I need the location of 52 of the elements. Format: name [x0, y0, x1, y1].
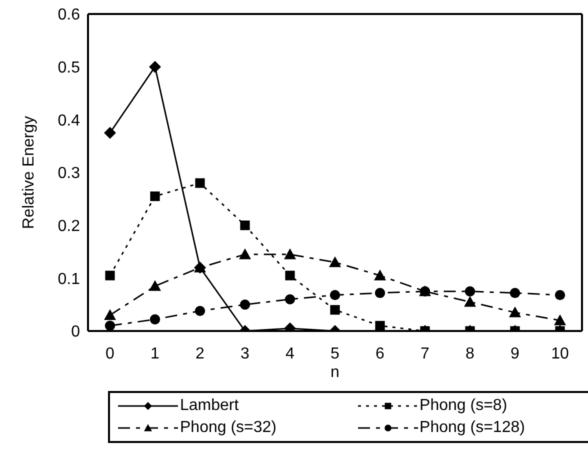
point: [149, 60, 161, 73]
x-tick-label: 4: [286, 345, 295, 362]
point: [239, 248, 251, 260]
point: [285, 270, 295, 280]
point: [104, 309, 116, 320]
point: [105, 270, 115, 280]
y-tick-label: 0.5: [58, 60, 80, 77]
x-tick-label: 10: [551, 345, 569, 362]
point: [554, 290, 566, 300]
x-tick-label: 1: [150, 345, 160, 362]
point: [284, 294, 296, 304]
x-tick-label: 5: [330, 345, 340, 362]
legend-label: Phong (s=128): [420, 419, 525, 437]
point: [464, 296, 476, 307]
point: [330, 290, 340, 300]
point: [374, 270, 386, 280]
point: [195, 178, 205, 188]
y-tick-label: 0: [71, 324, 80, 341]
point: [150, 191, 160, 202]
y-tick-label: 0.6: [58, 6, 80, 24]
y-tick-label: 0.1: [58, 270, 80, 288]
point: [194, 306, 206, 316]
x-tick-label: 3: [240, 345, 250, 362]
y-tick-label: 0.4: [58, 112, 80, 130]
x-axis-title: n: [330, 364, 340, 381]
x-tick-label: 9: [510, 345, 520, 362]
point: [329, 256, 341, 268]
point: [240, 299, 250, 310]
point: [510, 288, 520, 298]
point: [240, 220, 250, 230]
x-tick-label: 8: [466, 345, 475, 362]
x-tick-label: 0: [106, 345, 115, 362]
legend-label: Phong (s=32): [180, 419, 277, 437]
point: [509, 306, 521, 318]
x-tick-label: 7: [420, 345, 430, 362]
legend-label: Lambert: [180, 397, 239, 415]
point: [284, 248, 296, 260]
legend-label: Phong (s=8): [420, 397, 508, 415]
y-tick-label: 0.2: [58, 218, 80, 236]
point: [464, 286, 476, 296]
point: [104, 320, 116, 331]
point: [374, 288, 386, 298]
point: [375, 320, 385, 331]
y-axis-title: Relative Energy: [20, 116, 38, 229]
x-tick-label: 6: [376, 345, 385, 362]
point: [150, 314, 160, 324]
point: [554, 314, 566, 326]
x-tick-label: 2: [196, 345, 205, 362]
point: [149, 280, 161, 291]
point: [104, 126, 116, 139]
point: [330, 305, 340, 315]
y-tick-label: 0.3: [58, 165, 80, 182]
